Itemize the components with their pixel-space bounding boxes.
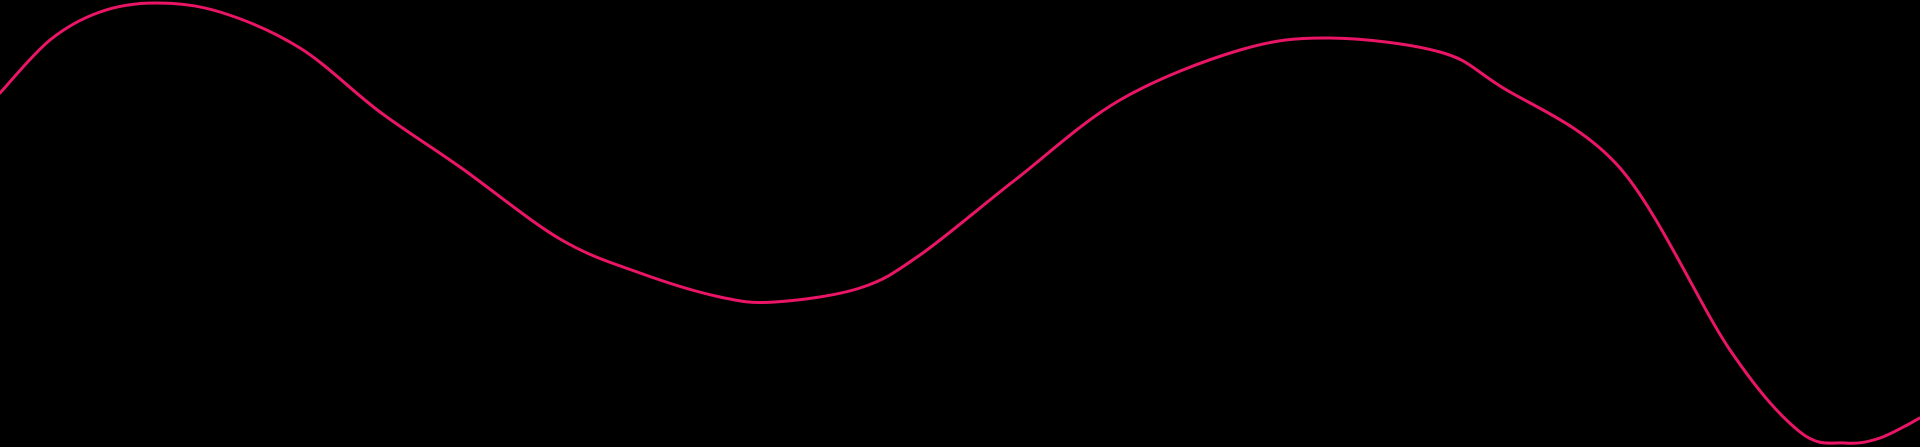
wave-curve-chart: [0, 1, 1920, 445]
wave-curve-line: [0, 1, 1920, 445]
black-canvas: [0, 1, 1920, 445]
